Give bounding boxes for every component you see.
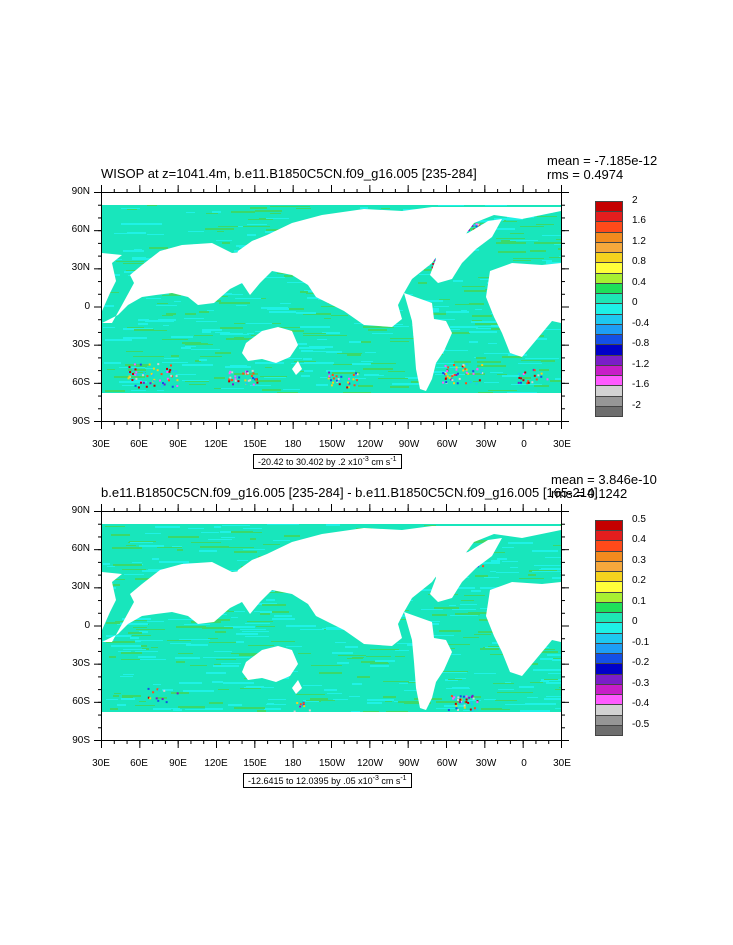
colorbar-label: -0.2	[632, 657, 649, 668]
colorbar: 0.5 0.4 0.3 0.2 0.1 0 -0.1 -0.2 -0.3 -0.4 -0.5	[595, 520, 665, 735]
colorbar-label: -0.1	[632, 637, 649, 648]
lon-label: 180	[273, 758, 313, 769]
lon-label: 120W	[350, 758, 390, 769]
colorbar-swatch	[595, 725, 623, 736]
lon-label: 120E	[196, 758, 236, 769]
colorbar-label: 0	[632, 616, 638, 627]
units-exponent: -1	[400, 775, 406, 782]
colorbar-label: 0.5	[632, 514, 646, 525]
colorbar-label: -0.4	[632, 698, 649, 709]
lon-label: 30E	[542, 758, 582, 769]
colorbar-label: -0.5	[632, 719, 649, 730]
lat-label: 90N	[62, 505, 90, 516]
colorbar-label: -0.3	[632, 678, 649, 689]
lon-label: 150W	[312, 758, 352, 769]
range-text: -12.6415 to 12.0395 by .05 x10	[248, 776, 373, 786]
tick-marks	[94, 504, 569, 748]
lon-label: 150E	[235, 758, 275, 769]
lat-label: 30S	[62, 658, 90, 669]
map-axes	[101, 511, 562, 741]
lat-label: 60N	[62, 543, 90, 554]
lon-label: 60W	[427, 758, 467, 769]
lon-label: 0	[504, 758, 544, 769]
colorbar-label: 0.3	[632, 555, 646, 566]
lon-label: 90E	[158, 758, 198, 769]
lat-label: 60S	[62, 696, 90, 707]
lon-label: 60E	[119, 758, 159, 769]
lon-label: 30E	[81, 758, 121, 769]
contour-info-box: -12.6415 to 12.0395 by .05 x10-3 cm s-1	[243, 773, 412, 788]
lat-label: 30N	[62, 581, 90, 592]
lon-label: 30W	[466, 758, 506, 769]
colorbar-label: 0.2	[632, 575, 646, 586]
range-units: cm s	[379, 776, 401, 786]
lon-label: 90W	[389, 758, 429, 769]
colorbar-label: 0.4	[632, 534, 646, 545]
panel-title: b.e11.B1850C5CN.f09_g16.005 [235-284] - …	[101, 485, 598, 500]
rms-stat: rms = 0.1242	[551, 487, 627, 501]
colorbar-label: 0.1	[632, 596, 646, 607]
mean-stat: mean = 3.846e-10	[551, 473, 657, 487]
lat-label: 0	[62, 620, 90, 631]
lat-label: 90S	[62, 735, 90, 746]
